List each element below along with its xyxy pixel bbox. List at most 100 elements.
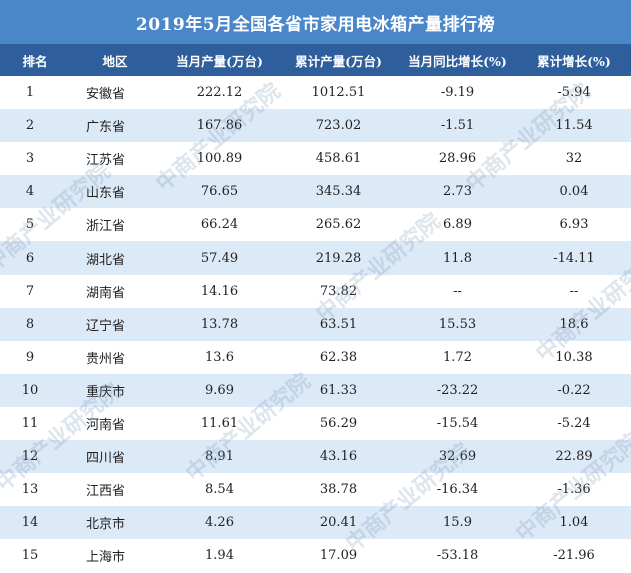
monthly-output-cell: 11.61	[200, 415, 239, 431]
monthly-yoy-growth-cell: -53.18	[436, 548, 479, 564]
cumulative-output-cell: 345.34	[315, 184, 362, 200]
rank-cell: 11	[21, 415, 39, 431]
cumulative-output-cell: 43.16	[319, 449, 358, 465]
table-row: 4 山东省 76.65 345.34 2.73 0.04	[0, 175, 631, 209]
region-cell: 北京市	[86, 517, 126, 533]
cumulative-growth-cell: 0.04	[559, 184, 589, 200]
region-cell: 四川省	[86, 451, 126, 467]
monthly-output-cell: 167.86	[196, 118, 243, 134]
monthly-yoy-growth-cell: 32.69	[438, 449, 477, 465]
monthly-yoy-growth-cell: 1.72	[443, 349, 472, 365]
table-body: 1 安徽省 222.12 1012.51 -9.19 -5.94 2 广东省 167.86 723…	[0, 76, 631, 573]
cumulative-growth-cell: 11.54	[555, 118, 593, 134]
rank-cell: 1	[25, 85, 35, 101]
region-cell: 贵州省	[86, 351, 126, 367]
cumulative-growth-cell: -0.22	[557, 382, 591, 398]
cumulative-output-cell: 219.28	[315, 250, 362, 266]
monthly-output-cell: 8.54	[205, 482, 234, 498]
table-row: 13 江西省 8.54 38.78 -16.34 -1.36	[0, 473, 631, 507]
header-row: 排名 地区 当月产量(万台) 累计产量(万台) 当月同比增长(%) 累计增长(%…	[0, 44, 631, 76]
rank-cell: 8	[25, 316, 35, 332]
rank-cell: 13	[21, 482, 39, 498]
cumulative-growth-cell: -14.11	[553, 250, 595, 266]
table-row: 10 重庆市 9.69 61.33 -23.22 -0.22	[0, 373, 631, 407]
ranking-table: 排名 地区 当月产量(万台) 累计产量(万台) 当月同比增长(%) 累计增长(%…	[0, 44, 631, 573]
region-cell: 浙江省	[86, 219, 126, 235]
table-row: 6 湖北省 57.49 219.28 11.8 -14.11	[0, 241, 631, 275]
monthly-yoy-growth-cell: --	[453, 283, 462, 299]
monthly-output-cell: 1.94	[205, 548, 234, 564]
monthly-yoy-growth-cell: 6.89	[443, 217, 472, 233]
monthly-yoy-growth-cell: 15.9	[443, 515, 472, 531]
cumulative-growth-cell: 18.6	[559, 316, 589, 332]
monthly-yoy-growth-cell: 15.53	[438, 316, 477, 332]
monthly-output-cell: 13.6	[205, 349, 234, 365]
monthly-yoy-growth-cell: 28.96	[438, 151, 477, 167]
cumulative-output-cell: 265.62	[315, 217, 362, 233]
monthly-yoy-growth-cell: 11.8	[443, 250, 472, 266]
cumulative-growth-cell: -5.94	[557, 85, 591, 101]
table-row: 8 辽宁省 13.78 63.51 15.53 18.6	[0, 307, 631, 341]
table-row: 9 贵州省 13.6 62.38 1.72 10.38	[0, 340, 631, 374]
cumulative-output-cell: 73.82	[319, 283, 358, 299]
col-header-region: 地区	[102, 53, 128, 69]
cumulative-growth-cell: --	[569, 283, 579, 299]
rank-cell: 3	[25, 151, 35, 167]
cumulative-output-cell: 38.78	[319, 482, 358, 498]
col-header-monthly-yoy-growth: 当月同比增长(%)	[408, 53, 507, 69]
monthly-yoy-growth-cell: -16.34	[436, 482, 479, 498]
table-title: 2019年5月全国各省市家用电冰箱产量排行榜	[0, 0, 631, 44]
col-header-rank: 排名	[22, 53, 48, 69]
monthly-output-cell: 57.49	[200, 250, 239, 266]
rank-cell: 10	[21, 382, 39, 398]
table-row: 5 浙江省 66.24 265.62 6.89 6.93	[0, 208, 631, 242]
rank-cell: 5	[25, 217, 35, 233]
table-row: 11 河南省 11.61 56.29 -15.54 -5.24	[0, 406, 631, 441]
rank-cell: 4	[25, 184, 35, 200]
region-cell: 河南省	[86, 417, 126, 433]
cumulative-growth-cell: 22.89	[555, 449, 593, 465]
table-row: 7 湖南省 14.16 73.82 -- --	[0, 274, 631, 308]
table-row: 3 江苏省 100.89 458.61 28.96 32	[0, 142, 631, 176]
monthly-output-cell: 8.91	[205, 449, 234, 465]
cumulative-output-cell: 61.33	[319, 382, 358, 398]
monthly-output-cell: 66.24	[200, 217, 239, 233]
cumulative-output-cell: 20.41	[319, 515, 358, 531]
monthly-yoy-growth-cell: -1.51	[440, 118, 475, 134]
monthly-yoy-growth-cell: 2.73	[443, 184, 472, 200]
rank-cell: 7	[25, 283, 35, 299]
region-cell: 辽宁省	[86, 318, 126, 334]
table-row: 2 广东省 167.86 723.02 -1.51 11.54	[0, 109, 631, 143]
cumulative-growth-cell: -21.96	[553, 548, 595, 564]
cumulative-output-cell: 62.38	[319, 349, 358, 365]
cumulative-growth-cell: 1.04	[559, 515, 589, 531]
cumulative-output-cell: 17.09	[319, 548, 358, 564]
region-cell: 江苏省	[86, 153, 126, 169]
region-cell: 湖南省	[86, 285, 126, 301]
monthly-yoy-growth-cell: -15.54	[436, 415, 479, 431]
region-cell: 安徽省	[86, 87, 126, 103]
rank-cell: 6	[25, 250, 35, 266]
cumulative-output-cell: 458.61	[315, 151, 362, 167]
cumulative-growth-cell: 6.93	[559, 217, 589, 233]
region-cell: 江西省	[86, 484, 126, 500]
cumulative-output-cell: 63.51	[319, 316, 358, 332]
region-cell: 重庆市	[86, 384, 126, 400]
cumulative-growth-cell: 10.38	[555, 349, 593, 365]
monthly-yoy-growth-cell: -9.19	[440, 85, 475, 101]
monthly-yoy-growth-cell: -23.22	[436, 382, 479, 398]
cumulative-output-cell: 723.02	[315, 118, 362, 134]
table-row: 1 安徽省 222.12 1012.51 -9.19 -5.94	[0, 76, 631, 110]
col-header-cumulative-growth: 累计增长(%)	[537, 53, 611, 69]
cumulative-output-cell: 56.29	[319, 415, 358, 431]
monthly-output-cell: 4.26	[205, 515, 234, 531]
table-row: 12 四川省 8.91 43.16 32.69 22.89	[0, 440, 631, 474]
monthly-output-cell: 100.89	[196, 151, 243, 167]
cumulative-output-cell: 1012.51	[311, 85, 366, 101]
col-header-cumulative-output: 累计产量(万台)	[295, 53, 382, 69]
rank-cell: 9	[25, 349, 35, 365]
cumulative-growth-cell: 32	[565, 151, 583, 167]
region-cell: 湖北省	[86, 252, 126, 268]
cumulative-growth-cell: -1.36	[557, 482, 591, 498]
monthly-output-cell: 14.16	[200, 283, 239, 299]
